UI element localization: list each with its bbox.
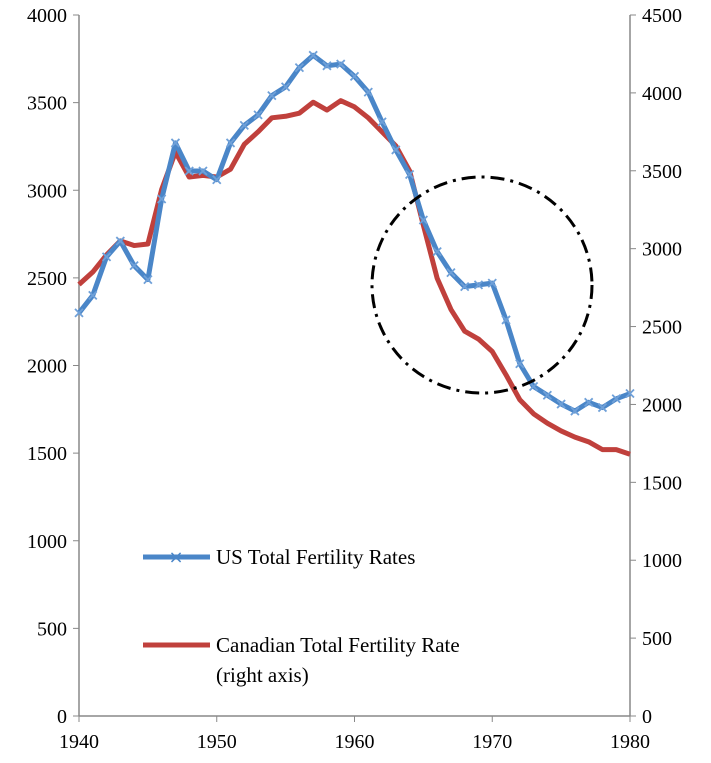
us-data-point [418, 215, 429, 225]
right-tick-label: 2000 [642, 394, 682, 416]
legend-canada-label-2: (right axis) [216, 663, 309, 687]
us-data-point [239, 120, 249, 131]
us-data-point [391, 145, 401, 155]
left-tick-label: 1500 [27, 443, 67, 465]
us-data-point [294, 62, 305, 73]
us-data-point [487, 278, 497, 288]
x-tick-label: 1970 [472, 731, 512, 753]
x-tick-label: 1980 [610, 731, 650, 753]
right-tick-label: 1500 [642, 472, 682, 494]
us-data-point [115, 236, 125, 246]
left-tick-label: 0 [57, 706, 67, 728]
right-tick-label: 500 [642, 628, 672, 650]
us-data-point [432, 246, 442, 257]
us-data-point [473, 280, 484, 290]
x-tick-label: 1940 [59, 731, 99, 753]
us-data-point [377, 117, 387, 127]
left-tick-label: 2500 [27, 268, 67, 290]
us-data-point [225, 138, 236, 148]
us-data-point [74, 308, 84, 318]
highlight-circle [370, 175, 594, 395]
tick-labels: 0 500 1000 1500 2000 2500 3000 3500 4000 0 500 1000… [27, 5, 682, 753]
right-tick-label: 1000 [642, 550, 682, 572]
us-data-point [404, 169, 415, 180]
left-tick-label: 1000 [27, 531, 67, 553]
left-tick-label: 500 [37, 618, 67, 640]
left-tick-label: 2000 [27, 356, 67, 378]
x-tick-label: 1950 [197, 731, 237, 753]
us-data-point [322, 61, 332, 71]
us-data-point [584, 397, 594, 407]
right-tick-label: 3000 [642, 239, 682, 261]
us-data-point [597, 402, 608, 413]
series-group [74, 50, 635, 457]
us-data-point [570, 406, 580, 416]
us-data-point [212, 175, 222, 185]
us-data-point [267, 90, 277, 101]
legend-us-marker: × [168, 547, 183, 568]
us-data-point [170, 138, 181, 148]
us-data-point [446, 267, 456, 278]
us-data-point [349, 71, 360, 81]
us-data-point [88, 290, 98, 301]
us-data-point [198, 166, 208, 176]
canada-series-line [77, 98, 631, 457]
right-tick-label: 4000 [642, 83, 682, 105]
us-data-point [129, 260, 139, 271]
legend-us-label: US Total Fertility Rates [216, 545, 415, 569]
us-data-point [336, 59, 346, 69]
right-tick-label: 0 [642, 706, 652, 728]
us-data-point [280, 82, 291, 92]
us-data-point [611, 394, 621, 404]
left-tick-label: 4000 [27, 5, 67, 27]
left-tick-label: 3000 [27, 180, 67, 202]
us-data-point [501, 315, 511, 325]
us-data-point [363, 87, 373, 97]
legend: × US Total Fertility Rates Canadian Tota… [143, 545, 460, 687]
right-tick-label: 3500 [642, 161, 682, 183]
us-data-point [253, 110, 263, 120]
us-data-point [157, 194, 167, 204]
axes [73, 14, 636, 722]
us-data-point [528, 381, 539, 392]
us-data-point [143, 274, 153, 285]
right-tick-label: 4500 [642, 5, 682, 27]
x-tick-label: 1960 [335, 731, 375, 753]
legend-canada-label: Canadian Total Fertility Rate [216, 633, 460, 657]
us-data-point [625, 388, 635, 399]
left-tick-label: 3500 [27, 93, 67, 115]
right-tick-label: 2500 [642, 317, 682, 339]
us-data-point [542, 390, 552, 400]
us-data-point [460, 282, 470, 292]
us-data-point [556, 399, 566, 409]
us-data-point [101, 252, 112, 262]
us-data-point [308, 50, 318, 60]
us-data-point [184, 166, 194, 176]
us-data-point [515, 359, 525, 369]
